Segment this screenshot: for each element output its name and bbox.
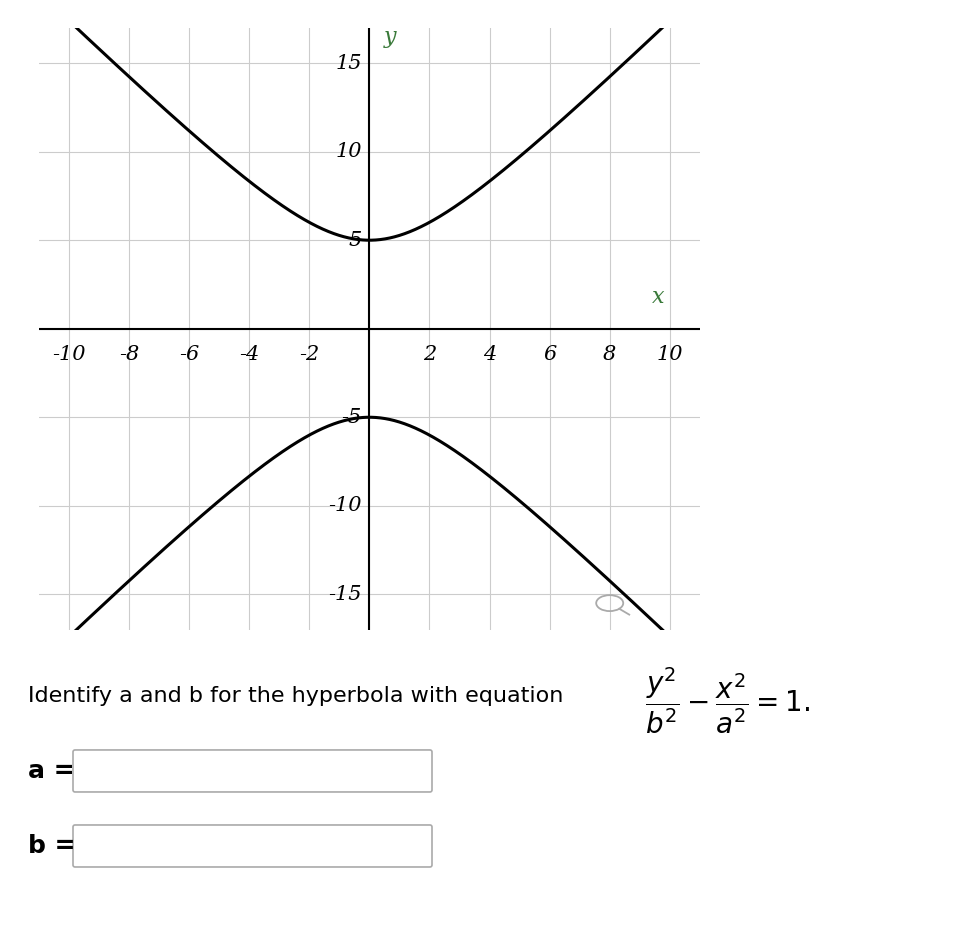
Text: 2: 2 (423, 344, 436, 364)
Text: -15: -15 (329, 585, 362, 604)
Text: $\dfrac{y^2}{b^2} - \dfrac{x^2}{a^2} = 1.$: $\dfrac{y^2}{b^2} - \dfrac{x^2}{a^2} = 1… (645, 666, 810, 736)
Text: -5: -5 (341, 407, 362, 427)
Text: -4: -4 (239, 344, 260, 364)
Text: x: x (651, 286, 664, 307)
Text: -8: -8 (119, 344, 139, 364)
FancyBboxPatch shape (73, 825, 432, 867)
Text: -10: -10 (329, 496, 362, 515)
Text: 4: 4 (483, 344, 496, 364)
Text: -10: -10 (52, 344, 86, 364)
Text: b =: b = (28, 834, 76, 858)
Text: -6: -6 (179, 344, 199, 364)
Text: 6: 6 (543, 344, 556, 364)
Text: 5: 5 (349, 231, 362, 250)
Text: 8: 8 (603, 344, 616, 364)
Text: 10: 10 (656, 344, 683, 364)
Text: Identify a and b for the hyperbola with equation: Identify a and b for the hyperbola with … (28, 686, 571, 706)
FancyBboxPatch shape (73, 750, 432, 792)
Text: 10: 10 (335, 143, 362, 161)
Text: -2: -2 (299, 344, 320, 364)
Text: a =: a = (28, 759, 75, 783)
Text: y: y (384, 26, 397, 47)
Text: 15: 15 (335, 54, 362, 72)
